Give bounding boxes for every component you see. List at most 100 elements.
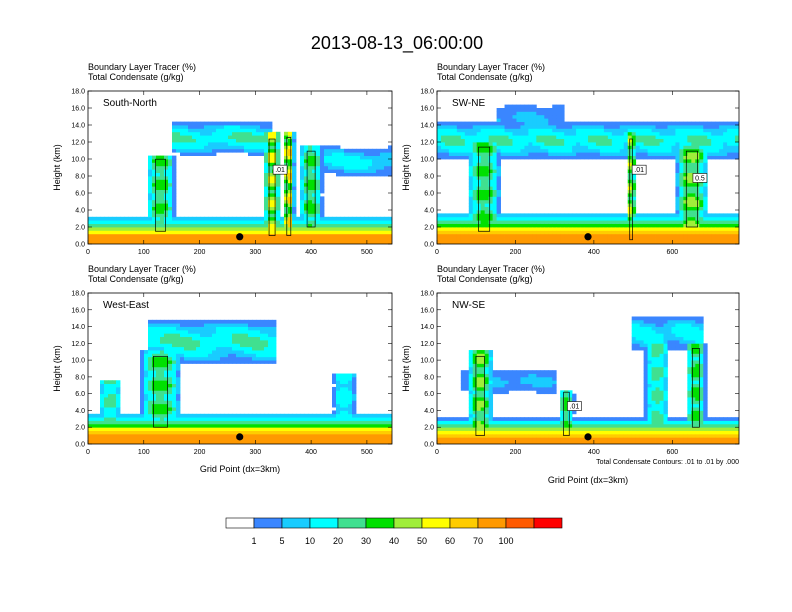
x-tick-label: 0	[86, 449, 90, 456]
colorbar-label: 70	[473, 536, 483, 546]
y-tick-label: 8.0	[424, 174, 434, 181]
y-tick-label: 0.0	[424, 242, 434, 249]
y-tick-label: 8.0	[75, 174, 85, 181]
condensate-contour	[563, 391, 570, 436]
x-tick-label: 200	[510, 249, 522, 256]
y-tick-label: 6.0	[75, 391, 85, 398]
y-tick-label: 14.0	[71, 123, 85, 130]
x-tick-label: 400	[588, 249, 600, 256]
colorbar-swatch	[477, 517, 507, 529]
x-tick-label: 100	[138, 449, 150, 456]
panel-label: SW-NE	[452, 98, 485, 109]
x-tick-label: 200	[194, 449, 206, 456]
y-tick-label: 18.0	[420, 89, 434, 96]
x-tick-label: 600	[666, 249, 678, 256]
contour-footnote: Total Condensate Contours: .01 to .01 by…	[596, 459, 739, 466]
colorbar-label: 40	[389, 536, 399, 546]
panel-subtitle-tracer: Boundary Layer Tracer (%)	[437, 62, 545, 72]
contour-label: .01	[570, 404, 580, 411]
panel-frame	[87, 292, 393, 445]
colorbar-label: 50	[417, 536, 427, 546]
panel-frame	[436, 90, 740, 245]
x-tick-label: 300	[249, 449, 261, 456]
x-tick-label: 600	[666, 449, 678, 456]
x-tick-label: 200	[510, 449, 522, 456]
condensate-contour	[478, 146, 491, 232]
contour-label: 0.5	[695, 175, 705, 182]
x-tick-label: 0	[435, 249, 439, 256]
y-tick-label: 10.0	[420, 157, 434, 164]
panel-nw-se: Boundary Layer Tracer (%)Total Condensat…	[401, 264, 740, 456]
y-tick-label: 18.0	[71, 89, 85, 96]
colorbar-swatch	[365, 517, 395, 529]
y-tick-label: 4.0	[424, 208, 434, 215]
panel-label: West-East	[103, 300, 149, 311]
x-tick-label: 400	[588, 449, 600, 456]
condensate-contour	[691, 348, 700, 428]
y-tick-label: 4.0	[75, 208, 85, 215]
y-tick-label: 2.0	[424, 225, 434, 232]
y-tick-label: 6.0	[424, 391, 434, 398]
y-axis-label: Height (km)	[401, 345, 411, 392]
x-tick-label: 300	[249, 249, 261, 256]
panel-label: South-North	[103, 98, 157, 109]
y-axis-label: Height (km)	[401, 144, 411, 191]
tracer-field	[88, 319, 392, 444]
condensate-contour	[155, 158, 166, 232]
y-tick-label: 6.0	[75, 191, 85, 198]
colorbar-swatch	[337, 517, 367, 529]
y-tick-label: 16.0	[420, 307, 434, 314]
y-tick-label: 12.0	[71, 341, 85, 348]
location-marker	[236, 433, 244, 441]
tracer-field	[437, 316, 739, 444]
panel-subtitle-tracer: Boundary Layer Tracer (%)	[88, 62, 196, 72]
colorbar-swatch	[449, 517, 479, 529]
y-tick-label: 18.0	[71, 291, 85, 298]
location-marker	[236, 233, 244, 241]
panel-subtitle-condensate: Total Condensate (g/kg)	[88, 72, 184, 82]
panel-subtitle-tracer: Boundary Layer Tracer (%)	[88, 264, 196, 274]
condensate-contour	[685, 150, 698, 228]
location-marker	[584, 433, 592, 441]
panel-frame	[87, 90, 393, 245]
colorbar-label: 30	[361, 536, 371, 546]
panel-subtitle-condensate: Total Condensate (g/kg)	[437, 274, 533, 284]
panel-subtitle-tracer: Boundary Layer Tracer (%)	[437, 264, 545, 274]
x-tick-label: 400	[305, 449, 317, 456]
panel-south-north: Boundary Layer Tracer (%)Total Condensat…	[52, 62, 393, 256]
condensate-contour	[153, 355, 168, 428]
y-tick-label: 12.0	[420, 140, 434, 147]
tracer-field	[437, 104, 739, 244]
condensate-contour	[306, 150, 316, 228]
x-axis-label-right: Grid Point (dx=3km)	[548, 475, 628, 485]
y-tick-label: 16.0	[71, 307, 85, 314]
colorbar-label: 5	[279, 536, 284, 546]
panel-sw-ne: Boundary Layer Tracer (%)Total Condensat…	[401, 62, 740, 256]
x-tick-label: 0	[86, 249, 90, 256]
y-tick-label: 2.0	[424, 425, 434, 432]
panel-subtitle-condensate: Total Condensate (g/kg)	[88, 274, 184, 284]
panel-label: NW-SE	[452, 300, 485, 311]
colorbar-swatch	[281, 517, 311, 529]
figure-title: 2013-08-13_06:00:00	[311, 33, 483, 54]
condensate-contour	[629, 138, 633, 241]
colorbar-label: 20	[333, 536, 343, 546]
y-tick-label: 10.0	[71, 358, 85, 365]
y-axis-label: Height (km)	[52, 345, 62, 392]
colorbar-label: 60	[445, 536, 455, 546]
y-tick-label: 4.0	[75, 408, 85, 415]
colorbar-swatch	[393, 517, 423, 529]
y-tick-label: 6.0	[424, 191, 434, 198]
colorbar-swatch	[309, 517, 339, 529]
x-axis-label-left: Grid Point (dx=3km)	[200, 464, 280, 474]
contour-label: .01	[275, 167, 285, 174]
location-marker	[584, 233, 592, 241]
y-tick-label: 16.0	[71, 106, 85, 113]
x-tick-label: 500	[361, 249, 373, 256]
y-tick-label: 8.0	[75, 374, 85, 381]
y-tick-label: 14.0	[420, 123, 434, 130]
condensate-contour	[268, 138, 276, 236]
y-tick-label: 12.0	[71, 140, 85, 147]
colorbar: 1 5 10 20 30 40 50 60 70 100	[225, 517, 563, 546]
y-tick-label: 10.0	[71, 157, 85, 164]
